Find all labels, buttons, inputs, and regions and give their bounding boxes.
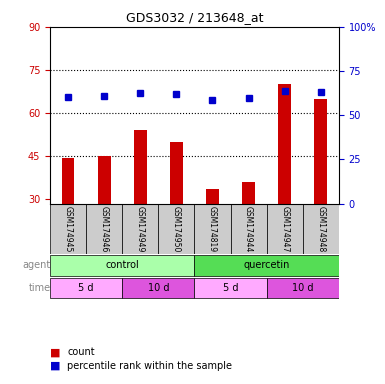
- Title: GDS3032 / 213648_at: GDS3032 / 213648_at: [126, 11, 263, 24]
- Text: ■: ■: [50, 347, 60, 357]
- Text: GSM174947: GSM174947: [280, 206, 289, 252]
- FancyBboxPatch shape: [50, 278, 122, 298]
- Text: 5 d: 5 d: [79, 283, 94, 293]
- Text: GSM174950: GSM174950: [172, 206, 181, 252]
- Text: quercetin: quercetin: [243, 260, 290, 270]
- Text: GSM174945: GSM174945: [64, 206, 73, 252]
- Text: GSM174946: GSM174946: [100, 206, 109, 252]
- Bar: [170, 142, 183, 204]
- FancyBboxPatch shape: [86, 204, 122, 254]
- FancyBboxPatch shape: [194, 255, 339, 276]
- FancyBboxPatch shape: [50, 204, 86, 254]
- Bar: [278, 84, 291, 204]
- Text: 5 d: 5 d: [223, 283, 238, 293]
- Text: GSM174948: GSM174948: [316, 206, 325, 252]
- Text: percentile rank within the sample: percentile rank within the sample: [67, 361, 233, 371]
- FancyBboxPatch shape: [266, 204, 303, 254]
- FancyBboxPatch shape: [231, 204, 266, 254]
- Bar: [62, 157, 74, 204]
- Text: GSM174949: GSM174949: [136, 206, 145, 252]
- Text: ■: ■: [50, 361, 60, 371]
- Bar: [315, 99, 327, 204]
- Bar: [206, 189, 219, 204]
- Text: control: control: [105, 260, 139, 270]
- Text: count: count: [67, 347, 95, 357]
- Text: 10 d: 10 d: [147, 283, 169, 293]
- Text: GSM174819: GSM174819: [208, 206, 217, 252]
- FancyBboxPatch shape: [194, 278, 266, 298]
- FancyBboxPatch shape: [158, 204, 194, 254]
- FancyBboxPatch shape: [303, 204, 339, 254]
- Text: agent: agent: [22, 260, 51, 270]
- FancyBboxPatch shape: [50, 255, 194, 276]
- Text: GSM174944: GSM174944: [244, 206, 253, 252]
- Text: 10 d: 10 d: [292, 283, 313, 293]
- FancyBboxPatch shape: [122, 278, 194, 298]
- FancyBboxPatch shape: [194, 204, 231, 254]
- Text: time: time: [28, 283, 51, 293]
- FancyBboxPatch shape: [266, 278, 339, 298]
- Bar: [134, 130, 147, 204]
- Bar: [98, 156, 110, 204]
- Bar: [242, 182, 255, 204]
- FancyBboxPatch shape: [122, 204, 158, 254]
